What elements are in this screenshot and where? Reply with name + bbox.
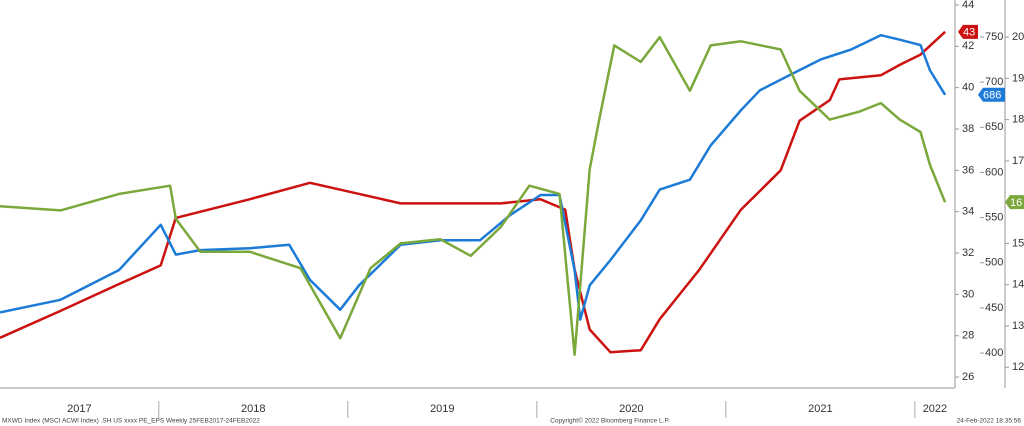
footer-right: 24-Feb-2022 18:35:56	[957, 418, 1022, 425]
tick-label: 34	[962, 206, 974, 218]
x-tick-label: 2019	[430, 403, 454, 415]
tick-label: 26	[962, 371, 974, 383]
series-line	[0, 35, 947, 357]
tick-label: 650	[985, 121, 1003, 133]
last-value-badge	[1005, 195, 1024, 210]
last-value-label: 16	[1010, 197, 1022, 209]
tick-label: 400	[985, 347, 1003, 359]
tick-label: 42	[962, 40, 974, 52]
tick-label: 14	[1012, 279, 1024, 291]
x-tick-label: 2021	[808, 403, 832, 415]
x-tick-label: 2017	[67, 403, 91, 415]
tick-label: 450	[985, 302, 1003, 314]
footer-left: MXWD Index (MSCI ACWI Index) .SH US xxxx…	[2, 418, 260, 425]
tick-label: 44	[962, 0, 974, 11]
tick-label: 20	[1012, 31, 1024, 43]
last-value-badge	[958, 24, 978, 39]
tick-label: 700	[985, 76, 1003, 88]
last-value-badge	[978, 87, 1005, 102]
tick-label: 15	[1012, 237, 1024, 249]
tick-label: 17	[1012, 155, 1024, 167]
tick-label: 13	[1012, 320, 1024, 332]
x-tick-label: 2018	[241, 403, 265, 415]
tick-label: 36	[962, 164, 974, 176]
tick-label: 550	[985, 212, 1003, 224]
x-tick-label: 2020	[619, 403, 643, 415]
footer-center: Copyright© 2022 Bloomberg Finance L.P.	[550, 417, 670, 425]
tick-label: 38	[962, 123, 974, 135]
series-line	[0, 30, 946, 354]
last-value-label: 686	[983, 90, 1001, 102]
tick-label: 19	[1012, 72, 1024, 84]
series-line	[0, 33, 947, 321]
tick-label: 750	[985, 31, 1003, 43]
tick-label: 12	[1012, 361, 1024, 373]
tick-label: 28	[962, 330, 974, 342]
x-tick-label: 2022	[923, 403, 947, 415]
last-value-label: 43	[963, 27, 975, 39]
tick-label: 32	[962, 247, 974, 259]
tick-label: 600	[985, 166, 1003, 178]
tick-label: 500	[985, 257, 1003, 269]
tick-label: 18	[1012, 114, 1024, 126]
tick-label: 40	[962, 82, 974, 94]
tick-label: 30	[962, 288, 974, 300]
